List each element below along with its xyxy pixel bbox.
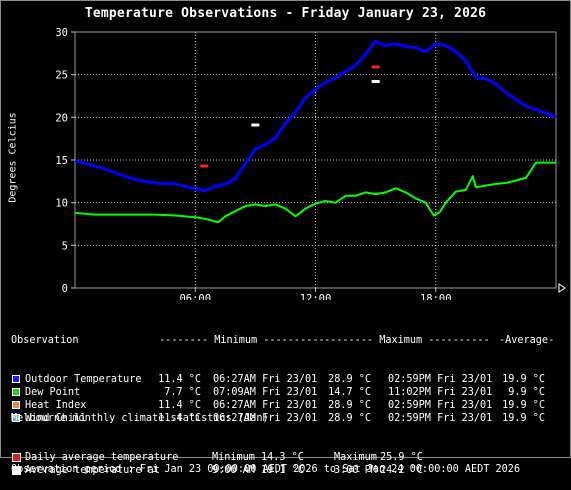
climate-heading: Melbourne monthly climate statistics (Ja… xyxy=(9,412,269,425)
row-name: Dew Point xyxy=(25,387,81,398)
y-tick-label: 25 xyxy=(55,70,68,82)
y-tick-label: 20 xyxy=(55,112,68,124)
y-tick-label: 5 xyxy=(62,240,68,252)
y-tick-label: 15 xyxy=(55,155,68,167)
row-name: Heat Index xyxy=(25,400,87,411)
row-maximum-time: 11:02PM Fri 23/01 xyxy=(388,387,493,398)
legend-swatch xyxy=(12,401,20,409)
row-maximum: 28.9 °C xyxy=(328,413,371,424)
legend-swatch xyxy=(12,414,20,422)
row-maximum: 28.9 °C xyxy=(328,374,371,385)
row-minimum-time: 06:27AM Fri 23/01 xyxy=(213,374,318,385)
row-minimum-time: 06:27AM Fri 23/01 xyxy=(213,400,318,411)
stats-table: Observation -------- Minimum ---------- … xyxy=(9,308,554,438)
series-outdoor-temperature xyxy=(74,39,557,193)
climate-marker xyxy=(251,123,260,127)
row-maximum-time: 02:59PM Fri 23/01 xyxy=(388,413,493,424)
stats-row: Wind Chill 11.4 °C 06:27AM Fri 23/01 28.9 °… xyxy=(9,412,545,425)
climate-marker xyxy=(371,65,380,69)
header-average: -Average- xyxy=(499,335,555,346)
row-average: 9.9 °C xyxy=(508,387,545,398)
row-name: Outdoor Temperature xyxy=(25,374,142,385)
header-observation: Observation xyxy=(11,335,79,346)
row-minimum: 11.4 °C xyxy=(158,413,201,424)
legend-swatch xyxy=(12,375,20,383)
row-average: 19.9 °C xyxy=(502,374,545,385)
row-average: 19.9 °C xyxy=(502,400,545,411)
observation-period: Observation period : Fri Jan 23 00:00:00… xyxy=(9,437,520,489)
stats-header: Observation -------- Minimum ---------- … xyxy=(9,334,554,347)
row-maximum-time: 02:59PM Fri 23/01 xyxy=(388,400,493,411)
header-maximum: -------- Maximum ---------- xyxy=(324,335,490,346)
stats-row: Heat Index 11.4 °C 06:27AM Fri 23/01 28.9 °… xyxy=(9,399,545,412)
row-minimum-time: 07:09AM Fri 23/01 xyxy=(213,387,318,398)
y-tick-label: 0 xyxy=(62,283,68,295)
stats-row: Outdoor Temperature 11.4 °C 06:27AM Fri 23… xyxy=(9,373,545,386)
legend-swatch xyxy=(12,388,20,396)
row-name: Wind Chill xyxy=(25,413,87,424)
temperature-chart: 0 5 10 15 20 25 30 06:00 12:00 18:00 xyxy=(55,27,566,300)
stats-row: Dew Point 7.7 °C 07:09AM Fri 23/01 14.7 °C 1… xyxy=(9,386,545,399)
x-tick-label: 18:00 xyxy=(420,293,452,300)
x-axis-arrow-icon xyxy=(558,283,566,293)
y-tick-label: 30 xyxy=(55,27,68,39)
header-minimum: -------- Minimum ---------- xyxy=(159,335,325,346)
row-minimum-time: 06:27AM Fri 23/01 xyxy=(213,413,318,424)
observation-period-text: Observation period : Fri Jan 23 00:00:00… xyxy=(11,464,521,475)
x-tick-label: 06:00 xyxy=(179,293,211,300)
row-minimum: 7.7 °C xyxy=(164,387,201,398)
row-minimum: 11.4 °C xyxy=(158,374,201,385)
climate-marker xyxy=(371,79,380,83)
row-maximum: 14.7 °C xyxy=(328,387,371,398)
chart-title: Temperature Observations - Friday Januar… xyxy=(84,6,487,21)
row-minimum: 11.4 °C xyxy=(158,400,201,411)
row-average: 19.9 °C xyxy=(502,413,545,424)
climate-heading-text: Melbourne monthly climate statistics (Ja… xyxy=(11,413,269,424)
series-dew-point xyxy=(74,161,556,224)
x-tick-label: 12:00 xyxy=(300,293,332,300)
row-maximum: 28.9 °C xyxy=(328,400,371,411)
y-tick-label: 10 xyxy=(55,198,68,210)
row-maximum-time: 02:59PM Fri 23/01 xyxy=(388,374,493,385)
climate-marker xyxy=(200,164,209,168)
